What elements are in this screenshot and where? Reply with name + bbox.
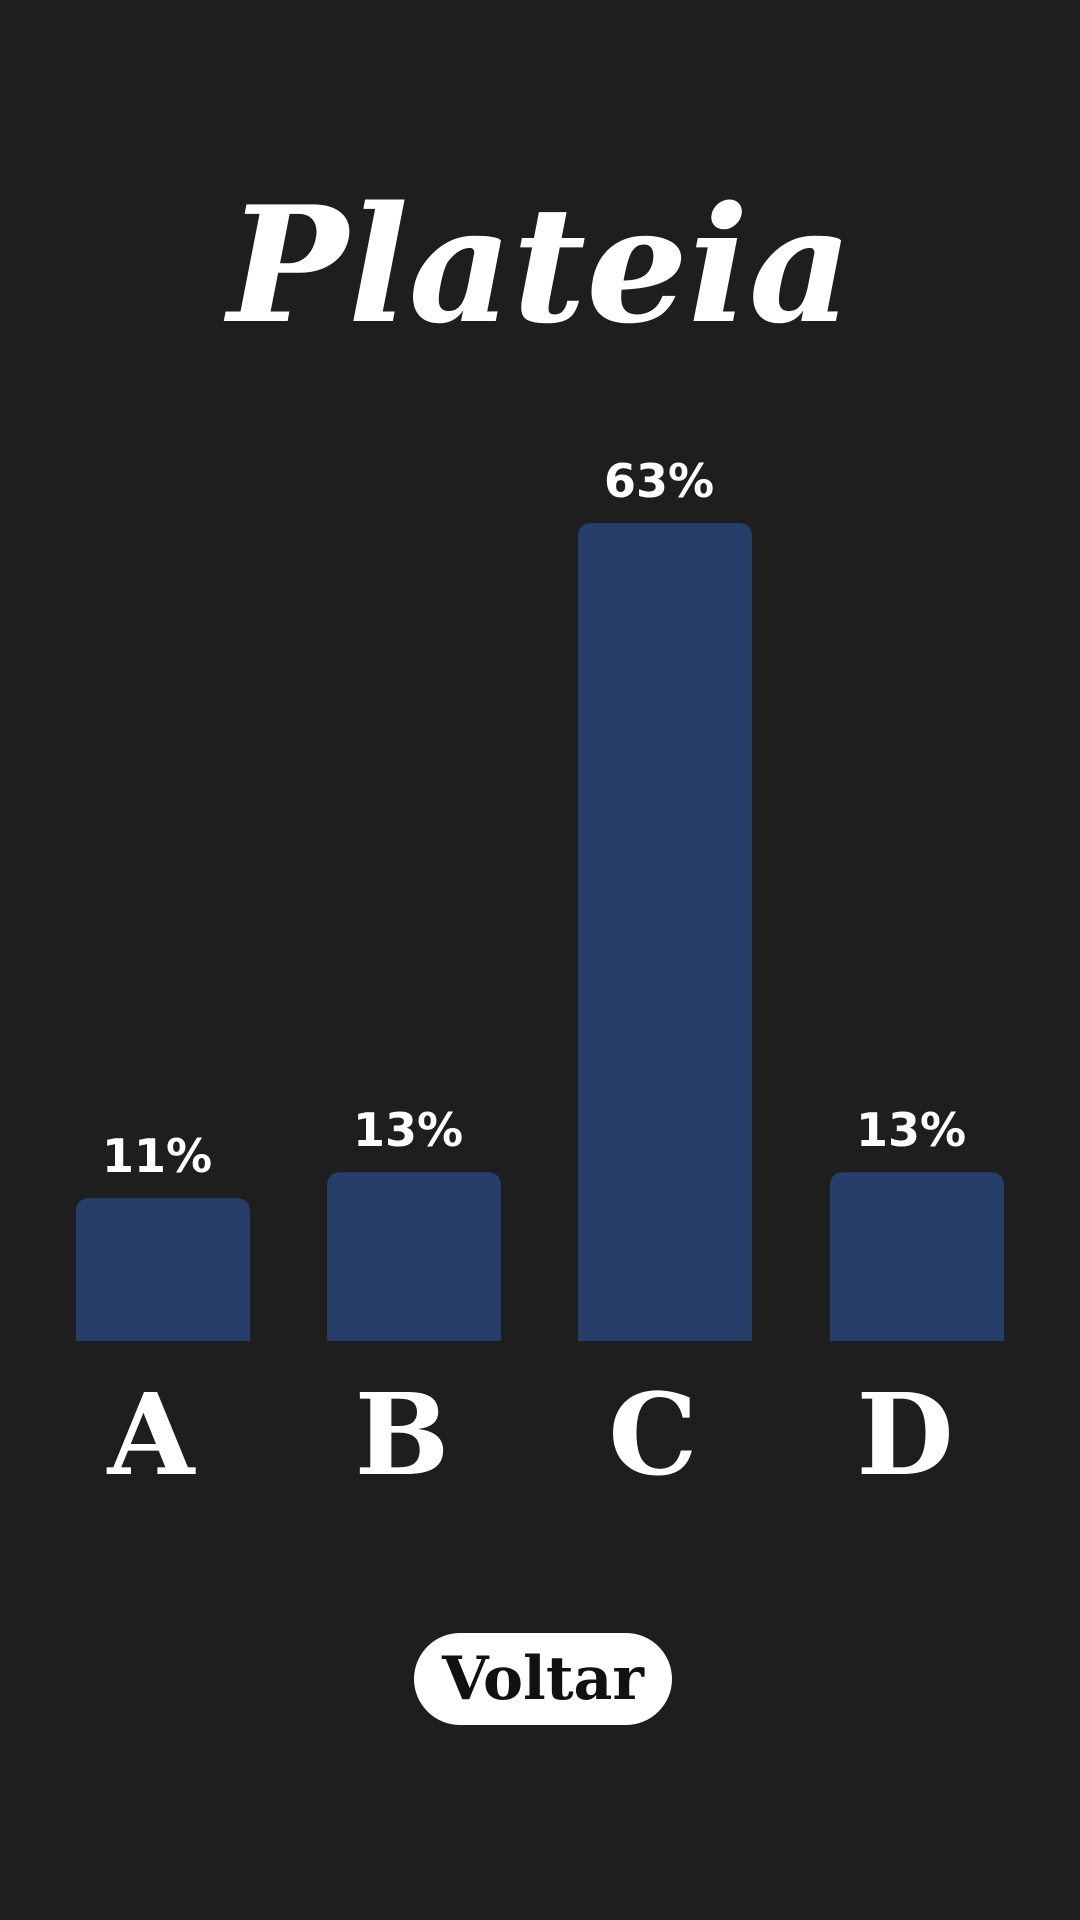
page-title: Plateia [227,171,853,359]
bar-b [327,1172,501,1341]
value-label-d: 13% [856,1103,966,1157]
bar-d [830,1172,1004,1341]
bar-a [76,1198,250,1341]
value-label-a: 11% [102,1129,212,1183]
category-label-d: D [856,1370,953,1501]
category-label-b: B [355,1370,450,1501]
bar-c [578,523,752,1341]
category-label-a: A [107,1370,197,1501]
back-button[interactable]: Voltar [414,1633,672,1725]
category-label-c: C [608,1370,697,1501]
value-label-c: 63% [604,454,714,508]
value-label-b: 13% [353,1103,463,1157]
